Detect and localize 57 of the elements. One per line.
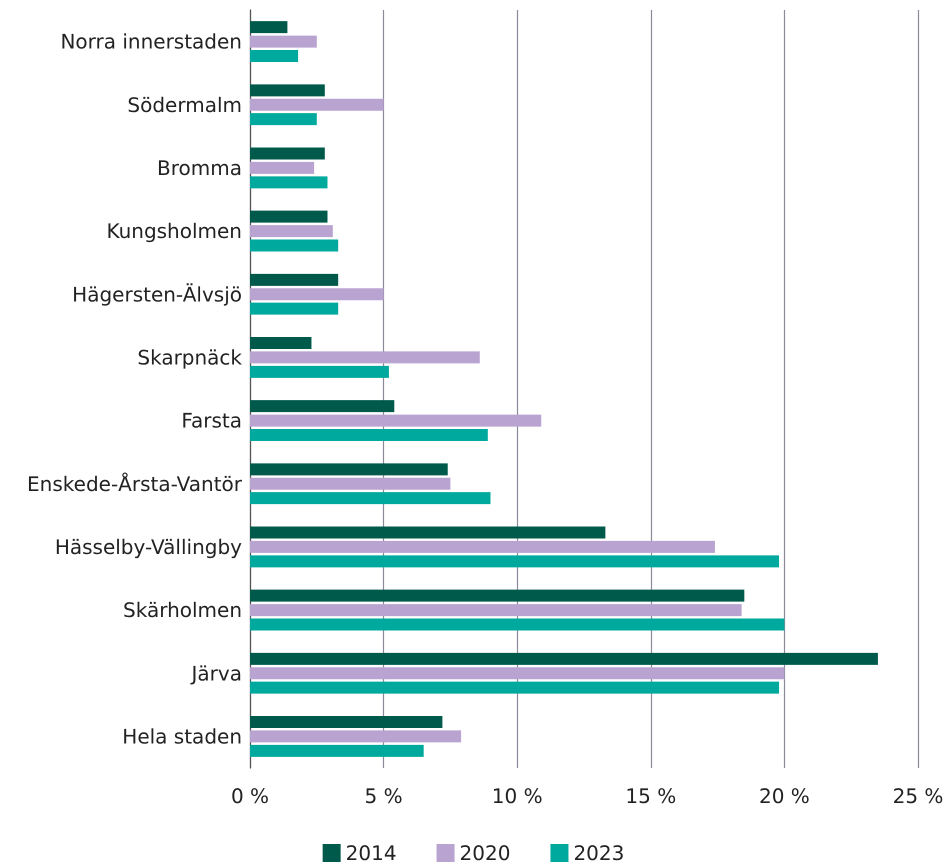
x-tick-label: 20 % [758, 784, 810, 808]
bar [250, 84, 325, 96]
y-tick-label: Norra innerstaden [60, 30, 242, 54]
y-tick-label: Skärholmen [123, 598, 242, 622]
bar [250, 351, 480, 364]
bar [250, 667, 784, 680]
bar [250, 618, 784, 630]
x-tick-label: 15 % [625, 784, 676, 808]
bar [250, 604, 742, 616]
legend-label: 2020 [460, 841, 510, 865]
bar [250, 50, 298, 62]
bar [250, 682, 780, 694]
x-tick-label: 0 % [230, 784, 270, 808]
bar [250, 274, 338, 286]
y-tick-label: Hässelby-Vällingby [54, 534, 242, 559]
bar [250, 337, 312, 350]
y-tick-label: Södermalm [127, 92, 242, 117]
y-tick-label: Hägersten-Älvsjö [72, 282, 242, 306]
y-tick-label: Järva [190, 661, 242, 686]
legend-label: 2014 [346, 841, 397, 865]
bar [250, 288, 384, 300]
legend-label: 2023 [573, 841, 624, 865]
bar [250, 730, 462, 742]
bar [250, 400, 394, 412]
bar [250, 21, 288, 34]
bar [250, 652, 878, 665]
bar [250, 113, 317, 126]
x-tick-label: 5 % [364, 784, 403, 808]
bar [250, 414, 542, 427]
bar [250, 428, 488, 441]
y-tick-label: Enskede-Årsta-Vantör [27, 472, 243, 496]
y-tick-label: Bromma [157, 156, 242, 180]
bar [250, 478, 450, 490]
y-tick-label: Farsta [181, 408, 242, 433]
bar [250, 492, 490, 504]
bar [250, 225, 333, 238]
x-tick-label: 10 % [492, 784, 543, 808]
bar [250, 366, 389, 378]
bar [250, 555, 780, 568]
bar [250, 744, 424, 757]
bar [250, 590, 744, 602]
bar [250, 36, 317, 48]
bar [250, 463, 448, 476]
bar [250, 526, 606, 539]
bar [250, 148, 325, 160]
y-tick-label: Skarpnäck [137, 345, 242, 370]
bar [250, 302, 338, 315]
y-tick-label: Hela staden [122, 724, 242, 748]
bar [250, 98, 384, 111]
bar [250, 716, 442, 728]
bar [250, 176, 328, 188]
bar [250, 540, 715, 553]
y-tick-label: Kungsholmen [106, 219, 242, 244]
x-tick-label: 25 % [892, 784, 944, 808]
bar [250, 210, 328, 223]
bar [250, 162, 314, 174]
bar [250, 239, 338, 252]
